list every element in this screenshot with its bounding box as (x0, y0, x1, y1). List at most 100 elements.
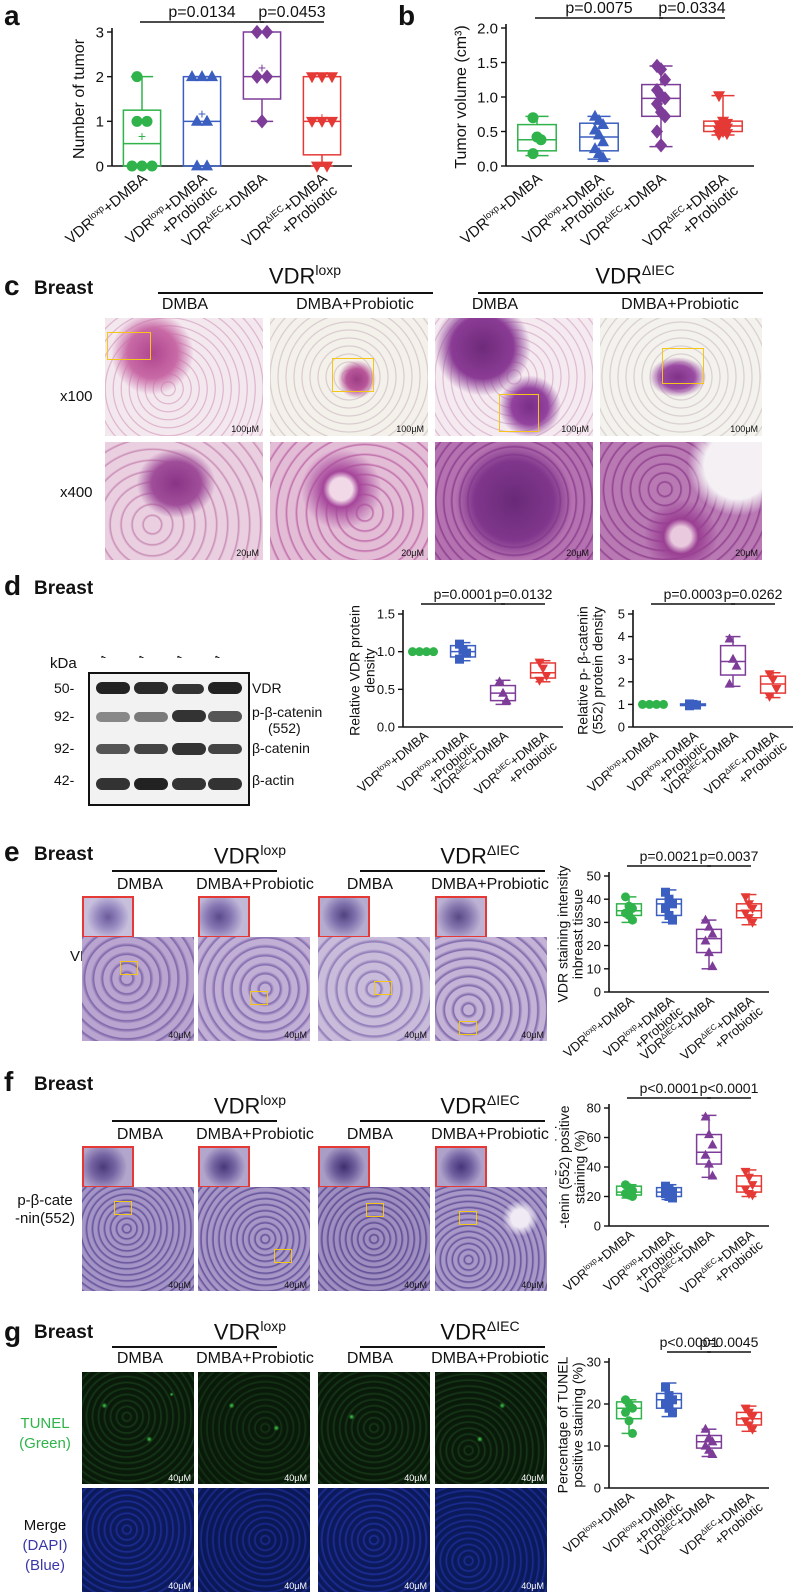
ihc-e-2: 40μM (198, 937, 310, 1041)
ihc-e-4: 40μM (435, 937, 547, 1041)
e-point-1-1 (664, 894, 674, 904)
panel-c-cond-1: DMBA (161, 296, 209, 313)
e-point-0-0 (621, 892, 630, 902)
d1-pvalue-1: p=0.0132 (494, 586, 553, 602)
a-pvalue-0: p=0.0134 (168, 4, 235, 21)
f-point-3-2 (747, 1181, 758, 1191)
panel-d-tissue: Breast (34, 578, 94, 599)
svg-text:VDRloxp+DMBA: VDRloxp+DMBA (560, 1227, 637, 1295)
panel-b-letter: b (398, 0, 416, 31)
e-point-2-5 (707, 961, 718, 971)
g-point-0-5 (628, 1428, 637, 1438)
d1-ytick-label-2: 1.0 (377, 644, 395, 659)
e-y-label: VDR staining intensityinbreast tissue (555, 866, 586, 1003)
histo-c-x100-1: 100μM (105, 318, 263, 436)
f-point-1-5 (668, 1193, 677, 1203)
e-ytick-label-0: 0 (594, 985, 601, 1000)
a-point-2-4 (255, 114, 269, 129)
d1-y-label: Relative VDR proteindensity (346, 605, 377, 736)
b-ytick-label-1: 0.5 (477, 124, 498, 141)
a-point-3-7 (320, 161, 334, 173)
inset-f-2 (198, 1146, 250, 1188)
wb-lane-label-1: VDRloxp+DMBA+Probiotic (109, 652, 150, 658)
d2-point-3-2 (771, 684, 782, 694)
f-point-2-4 (704, 1158, 714, 1168)
d2-point-2-0 (724, 633, 735, 643)
panel-g-row-tunel: TUNEL (Green) (19, 1415, 71, 1452)
d1-point-2-1 (498, 687, 508, 697)
panel-e-cond-4: DMBA+Probiotic (431, 876, 549, 893)
f-ytick-label-1: 20 (587, 1189, 601, 1204)
panel-e-group-iec: VDRΔIEC (440, 842, 520, 869)
d1-ytick-label-1: 0.5 (377, 682, 395, 697)
f-point-0-5 (628, 1192, 637, 1201)
b-point-3-0 (712, 91, 726, 103)
g-point-0-3 (621, 1407, 630, 1417)
e-point-2-3 (700, 935, 711, 945)
g-ytick-label-1: 10 (587, 1439, 601, 1454)
d2-point-2-1 (728, 653, 738, 663)
histo-c-x100-4: 100μM (600, 318, 762, 436)
e-point-1-0 (661, 887, 670, 897)
a-point-3-6 (310, 161, 324, 173)
d1-xtick-0: VDRloxp+DMBA (354, 728, 431, 796)
b-ytick-label-2: 1.0 (477, 89, 498, 106)
g-ytick-label-2: 20 (587, 1397, 601, 1412)
e-point-3-1 (744, 900, 754, 910)
tunel-g-1: 40μM (82, 1372, 194, 1484)
wb-kda-label: kDa (50, 655, 77, 672)
a-point-3-5 (325, 116, 339, 128)
panel-g-row-merge: Merge (DAPI) (Blue) (22, 1517, 68, 1574)
f-ytick-label-2: 40 (587, 1160, 601, 1175)
panel-c-mag-x100: x100 (60, 388, 93, 405)
panel-c-cond-4: DMBA+Probiotic (621, 296, 739, 313)
wb-lane-label-0: VDRloxp+DMBA (80, 652, 112, 658)
a-point-2-0 (250, 24, 264, 40)
e-point-2-1 (704, 921, 714, 931)
svg-text:VDRΔIEC+DMBA: VDRΔIEC+DMBA (114, 651, 188, 658)
panel-e-tissue: Breast (34, 844, 94, 865)
chart-d2: 0 1 2 3 4 5 Relative p- β-catenin(552) protein… (574, 586, 793, 798)
d2-point-3-0 (764, 670, 775, 680)
panel-c-cond-2: DMBA+Probiotic (296, 296, 414, 313)
b-point-1-4 (592, 128, 606, 140)
e-point-3-0 (740, 893, 751, 903)
tunel-g-2: 40μM (198, 1372, 310, 1484)
e-point-3-2 (747, 904, 758, 914)
d1-point-3-1 (538, 664, 548, 674)
a-point-1-3 (190, 114, 204, 126)
svg-text:VDRloxp+DMBA: VDRloxp+DMBA (584, 728, 661, 796)
panel-g-cond-3: DMBA (346, 1350, 394, 1367)
a-point-1-5 (190, 159, 204, 171)
b-ytick-label-3: 1.5 (477, 55, 498, 72)
b-ytick-label-0: 0.0 (477, 158, 498, 175)
ihc-f-1: 40μM (82, 1187, 194, 1291)
merge-g-4: 40μM (435, 1488, 547, 1592)
d1-pvalue-0: p=0.0001 (434, 586, 493, 602)
wb-lane-labels: VDRloxp+DMBAVDRloxp+DMBA+ProbioticVDRΔIE… (80, 651, 226, 658)
d2-point-3-1 (768, 675, 778, 685)
e-point-0-5 (628, 915, 637, 925)
histo-c-x400-1: 20μM (105, 442, 263, 560)
f-pvalue-0: p<0.0001 (640, 1080, 699, 1096)
d1-point-3-0 (534, 658, 545, 668)
e-point-1-4 (664, 910, 674, 920)
svg-text:VDRloxp+DMBA: VDRloxp+DMBA (354, 728, 431, 796)
b-point-1-8 (596, 151, 610, 163)
f-ytick-label-0: 0 (594, 1219, 601, 1234)
b-point-0-0 (527, 112, 539, 124)
panel-g-cond-2: DMBA+Probiotic (196, 1350, 314, 1367)
d1-point-1-2 (462, 648, 471, 658)
histo-c-x400-4: 20μM (600, 442, 762, 560)
a-point-3-4 (315, 116, 329, 128)
g-pvalue-0: p<0.0001 (660, 1334, 719, 1350)
svg-text:VDRΔIEC+DMBA: VDRΔIEC+DMBA (152, 651, 226, 658)
d2-point-0-3 (659, 699, 668, 709)
d1-point-2-0 (494, 676, 505, 686)
a-point-3-3 (305, 116, 319, 128)
panel-f-group-iec: VDRΔIEC (440, 1092, 520, 1119)
b-point-3-8 (720, 129, 734, 141)
panel-f-cond-1: DMBA (116, 1126, 164, 1143)
